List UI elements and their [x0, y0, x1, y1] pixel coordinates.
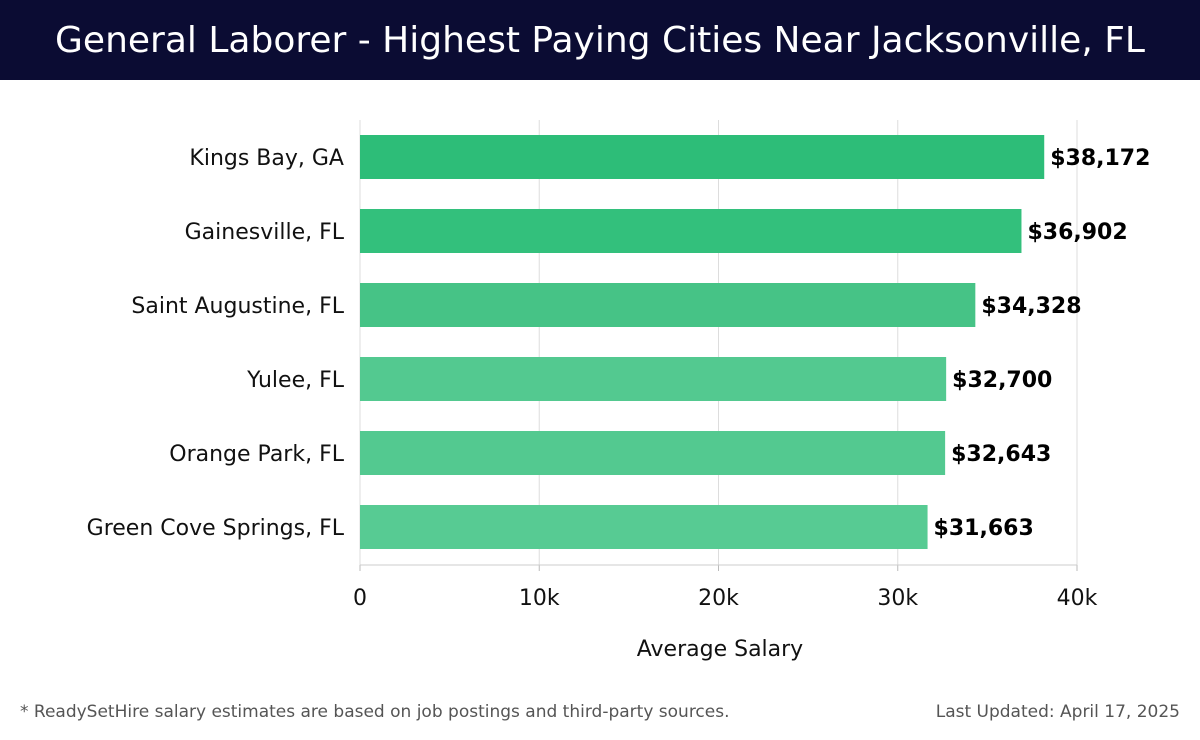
data-label: $36,902 — [1027, 220, 1127, 245]
data-label: $32,643 — [951, 442, 1051, 467]
category-label: Green Cove Springs, FL — [87, 516, 345, 541]
x-axis-title: Average Salary — [637, 637, 803, 662]
data-label: $38,172 — [1050, 146, 1150, 171]
data-label: $32,700 — [952, 368, 1052, 393]
x-tick-label: 10k — [519, 586, 560, 611]
x-tick-label: 0 — [353, 586, 367, 611]
bar — [360, 209, 1022, 253]
chart-title: General Laborer - Highest Paying Cities … — [55, 19, 1145, 61]
category-label: Gainesville, FL — [185, 220, 345, 245]
category-label: Yulee, FL — [246, 368, 345, 393]
bar — [360, 431, 946, 475]
x-tick-label: 20k — [698, 586, 739, 611]
bar — [360, 357, 947, 401]
category-label: Kings Bay, GA — [189, 146, 344, 171]
bar — [360, 135, 1045, 179]
bar-chart: 0 10k 20k 30k 40k Kings Bay, GA $38,172 Gainesv… — [87, 120, 1150, 662]
data-label: $34,328 — [981, 294, 1081, 319]
category-label: Saint Augustine, FL — [131, 294, 344, 319]
footnote: * ReadySetHire salary estimates are base… — [20, 702, 730, 722]
bar — [360, 505, 928, 549]
category-label: Orange Park, FL — [169, 442, 344, 467]
last-updated: Last Updated: April 17, 2025 — [935, 702, 1180, 722]
title-bar: General Laborer - Highest Paying Cities … — [0, 0, 1200, 80]
x-tick-label: 40k — [1057, 586, 1098, 611]
x-tick-label: 30k — [877, 586, 918, 611]
bar — [360, 283, 976, 327]
data-label: $31,663 — [934, 516, 1034, 541]
